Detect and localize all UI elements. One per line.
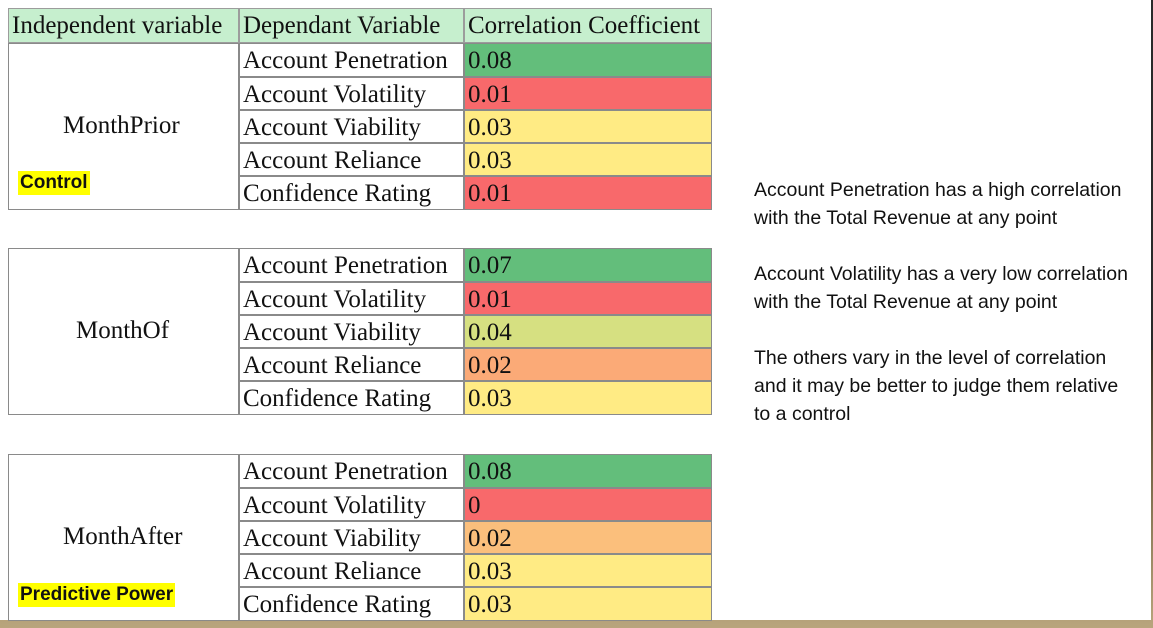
dependent-cell: Confidence Rating <box>239 587 464 621</box>
dependent-cell: Account Penetration <box>239 248 464 282</box>
coefficient-cell: 0.04 <box>464 315 712 348</box>
coefficient-cell: 0.02 <box>464 348 712 381</box>
dependent-cell: Account Viability <box>239 315 464 348</box>
independent-label-monthafter: MonthAfter <box>63 523 183 550</box>
dependent-cell: Account Reliance <box>239 348 464 381</box>
group-box-monthafter <box>8 454 239 621</box>
coefficient-cell: 0.03 <box>464 381 712 415</box>
dependent-cell: Account Reliance <box>239 554 464 587</box>
dependent-cell: Confidence Rating <box>239 176 464 210</box>
dependent-cell: Account Viability <box>239 521 464 554</box>
coefficient-cell: 0.01 <box>464 77 712 110</box>
coefficient-cell: 0.01 <box>464 282 712 315</box>
independent-label-monthprior: MonthPrior <box>63 112 180 139</box>
predictive-power-tag: Predictive Power <box>18 583 176 607</box>
independent-label-monthof: MonthOf <box>76 317 170 344</box>
header-coefficient: Correlation Coefficient <box>464 8 712 43</box>
dependent-cell: Account Volatility <box>239 488 464 521</box>
note-volatility: Account Volatility has a very low correl… <box>754 263 1128 313</box>
coefficient-cell: 0.07 <box>464 248 712 282</box>
dependent-cell: Confidence Rating <box>239 381 464 415</box>
coefficient-cell: 0.03 <box>464 554 712 587</box>
dependent-cell: Account Viability <box>239 110 464 143</box>
coefficient-cell: 0.03 <box>464 143 712 176</box>
coefficient-cell: 0.03 <box>464 110 712 143</box>
coefficient-cell: 0.01 <box>464 176 712 210</box>
dependent-cell: Account Penetration <box>239 43 464 77</box>
note-others: The others vary in the level of correlat… <box>754 347 1119 425</box>
header-independent: Independent variable <box>8 8 239 43</box>
dependent-cell: Account Volatility <box>239 282 464 315</box>
coefficient-cell: 0.08 <box>464 43 712 77</box>
coefficient-cell: 0.08 <box>464 454 712 488</box>
coefficient-cell: 0.02 <box>464 521 712 554</box>
dependent-cell: Account Reliance <box>239 143 464 176</box>
group-box-monthprior <box>8 43 239 210</box>
control-tag: Control <box>18 171 90 195</box>
header-dependent: Dependant Variable <box>239 8 464 43</box>
note-penetration: Account Penetration has a high correlati… <box>754 179 1122 229</box>
group-box-monthof <box>8 248 239 415</box>
dependent-cell: Account Volatility <box>239 77 464 110</box>
coefficient-cell: 0 <box>464 488 712 521</box>
coefficient-cell: 0.03 <box>464 587 712 621</box>
dependent-cell: Account Penetration <box>239 454 464 488</box>
notes-panel: Account Penetration has a high correlati… <box>754 176 1134 456</box>
